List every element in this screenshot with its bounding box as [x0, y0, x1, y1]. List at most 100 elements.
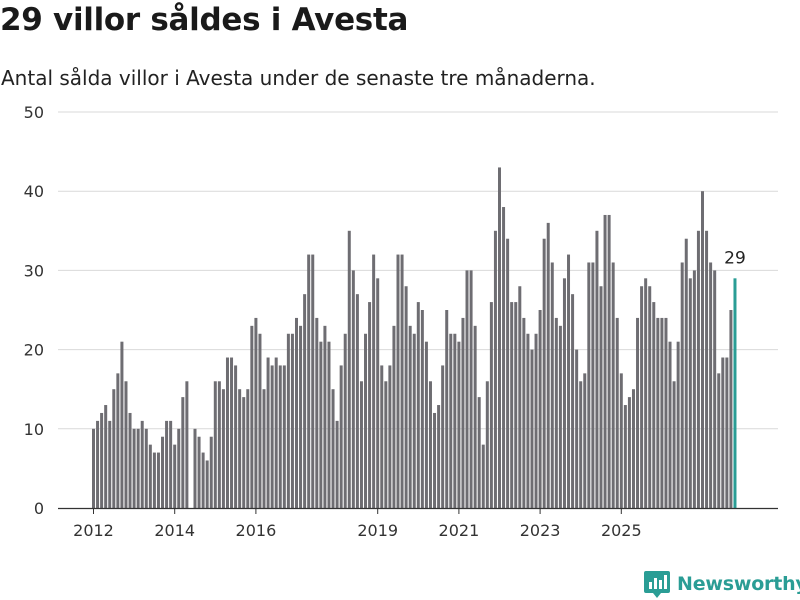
- bar: [522, 317, 526, 508]
- bar: [648, 286, 652, 508]
- bar: [165, 420, 169, 508]
- bar: [254, 317, 258, 508]
- y-tick-labels: 0 10 20 30 40 50: [24, 103, 44, 518]
- bar: [112, 389, 116, 508]
- bar: [323, 325, 327, 508]
- bar: [684, 238, 688, 508]
- bar: [631, 389, 635, 508]
- bar: [591, 262, 595, 508]
- bar: [343, 333, 347, 508]
- bar: [250, 325, 254, 508]
- bar: [583, 373, 587, 508]
- x-tick-label: 2025: [601, 521, 642, 540]
- bar: [506, 238, 510, 508]
- bar: [209, 436, 213, 508]
- bar: [595, 230, 599, 509]
- bar: [627, 397, 631, 508]
- bar: [221, 389, 225, 508]
- bar: [717, 373, 721, 508]
- bar: [161, 436, 165, 508]
- bar: [485, 381, 489, 508]
- bar: [493, 230, 497, 509]
- bar: [246, 389, 250, 508]
- bar: [408, 325, 412, 508]
- bar: [437, 405, 441, 508]
- bar: [461, 317, 465, 508]
- y-tick-label: 30: [24, 261, 44, 280]
- bar: [420, 310, 424, 508]
- bar: [104, 405, 108, 508]
- bar: [510, 302, 514, 508]
- bar: [185, 381, 189, 508]
- bar: [388, 365, 392, 508]
- bar: [266, 357, 270, 508]
- bar: [465, 270, 469, 508]
- bar: [392, 325, 396, 508]
- bar: [603, 214, 607, 508]
- bar: [469, 270, 473, 508]
- bar: [384, 381, 388, 508]
- bar: [473, 325, 477, 508]
- bar: [177, 428, 181, 508]
- bar: [587, 262, 591, 508]
- y-tick-label: 10: [24, 420, 44, 439]
- bar: [575, 349, 579, 508]
- bar: [234, 365, 238, 508]
- bar: [152, 452, 156, 508]
- bar: [128, 412, 132, 508]
- bar: [396, 254, 400, 508]
- bar: [558, 325, 562, 508]
- bar: [144, 428, 148, 508]
- bar: [274, 357, 278, 508]
- bar: [258, 333, 262, 508]
- y-tick-label: 40: [24, 182, 44, 201]
- bar: [238, 389, 242, 508]
- bars: [92, 167, 737, 509]
- bar: [335, 420, 339, 508]
- bar: [530, 349, 534, 508]
- bar: [623, 405, 627, 508]
- bar: [307, 254, 311, 508]
- bar: [242, 397, 246, 508]
- bar: [197, 436, 201, 508]
- bar: [132, 428, 136, 508]
- bar: [124, 381, 128, 508]
- bar: [709, 262, 713, 508]
- bar: [672, 381, 676, 508]
- bar: [404, 286, 408, 508]
- bar: [339, 365, 343, 508]
- bar: [311, 254, 315, 508]
- bar: [315, 317, 319, 508]
- bar: [692, 270, 696, 508]
- bar: [368, 302, 372, 508]
- bar: [262, 389, 266, 508]
- bar: [725, 357, 729, 508]
- bar: [372, 254, 376, 508]
- bar: [615, 317, 619, 508]
- bar: [514, 302, 518, 508]
- bar: [729, 310, 733, 508]
- bar: [554, 317, 558, 508]
- bar: [412, 333, 416, 508]
- bar: [518, 286, 522, 508]
- newsworthy-logo[interactable]: Newsworthy: [644, 569, 800, 599]
- x-tick-label: 2016: [236, 521, 277, 540]
- bar: [100, 412, 104, 508]
- bar: [428, 381, 432, 508]
- bar: [327, 341, 331, 508]
- x-tick-label: 2019: [357, 521, 398, 540]
- bar: [225, 357, 229, 508]
- bar: [599, 286, 603, 508]
- bar: [416, 302, 420, 508]
- bar: [705, 230, 709, 509]
- bar: [701, 191, 704, 508]
- bar: [676, 341, 680, 508]
- bar: [481, 444, 485, 508]
- x-tick-label: 2023: [520, 521, 561, 540]
- x-tick-label: 2012: [73, 521, 114, 540]
- bar: [290, 333, 294, 508]
- bar: [619, 373, 623, 508]
- highlight-data-label: 29: [724, 248, 746, 268]
- bar: [477, 397, 481, 508]
- bar: [120, 341, 124, 508]
